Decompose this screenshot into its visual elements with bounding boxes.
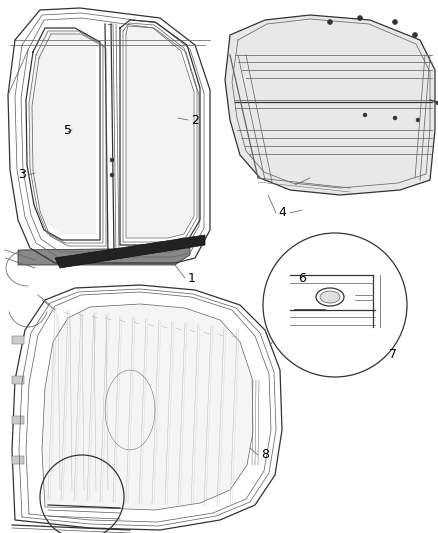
Polygon shape — [55, 235, 205, 268]
Text: 8: 8 — [261, 448, 268, 462]
Circle shape — [412, 33, 417, 37]
Circle shape — [327, 20, 332, 25]
Text: 5: 5 — [64, 124, 72, 136]
Bar — [12, 456, 24, 464]
Circle shape — [392, 116, 396, 120]
Text: 3: 3 — [18, 168, 26, 182]
Circle shape — [262, 233, 406, 377]
Text: 1: 1 — [187, 271, 195, 285]
Circle shape — [357, 15, 362, 20]
Text: 2: 2 — [191, 114, 198, 126]
Text: 4: 4 — [277, 206, 285, 220]
Text: 7: 7 — [388, 349, 396, 361]
Ellipse shape — [319, 291, 339, 303]
Bar — [12, 416, 24, 424]
Polygon shape — [18, 248, 190, 265]
Circle shape — [435, 101, 438, 105]
Polygon shape — [29, 31, 96, 234]
Text: 6: 6 — [297, 271, 305, 285]
Circle shape — [415, 118, 419, 122]
Polygon shape — [43, 305, 251, 509]
Circle shape — [110, 173, 114, 177]
Polygon shape — [225, 15, 434, 195]
Bar — [12, 336, 24, 344]
Bar — [12, 376, 24, 384]
Circle shape — [362, 113, 366, 117]
Circle shape — [110, 158, 114, 162]
Circle shape — [392, 20, 396, 25]
Polygon shape — [127, 27, 193, 237]
